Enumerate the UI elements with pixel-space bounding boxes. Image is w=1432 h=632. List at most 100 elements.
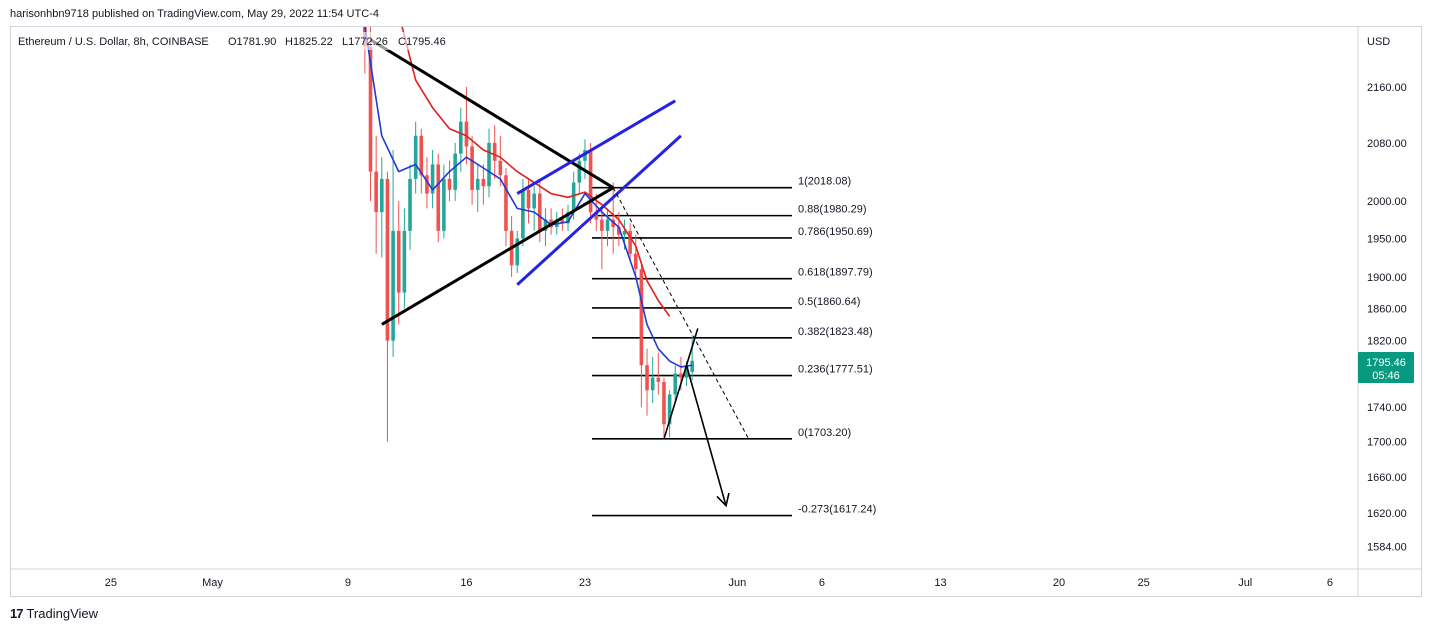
price-tick-label: 1820.00: [1367, 336, 1407, 348]
fib-level-label: -0.273(1617.24): [798, 504, 876, 516]
candle-body: [425, 175, 429, 194]
candle-body: [402, 230, 407, 293]
candle-body: [577, 160, 582, 183]
candle-body: [560, 219, 565, 224]
price-axis[interactable]: 2160.00 2080.00 2000.00 1950.00 1900.00 1860.…: [1367, 82, 1407, 553]
candle-body: [374, 171, 378, 213]
price-tick-label: 2160.00: [1367, 82, 1407, 94]
candle-body: [650, 377, 655, 391]
candle-body: [408, 178, 412, 231]
candle-body: [391, 230, 395, 341]
chart-frame: [10, 26, 1422, 597]
price-tick-label: 2000.00: [1367, 196, 1407, 208]
drawings-layer[interactable]: [369, 38, 750, 508]
currency-label: USD: [1367, 36, 1390, 48]
candle-body: [481, 178, 486, 187]
time-tick-label: Jul: [1238, 577, 1252, 589]
candle-body: [543, 219, 548, 231]
time-tick-label: 25: [105, 577, 117, 589]
projection-dashed-line[interactable]: [612, 187, 750, 440]
bar-countdown: 05:46: [1372, 370, 1400, 382]
fib-level-label: 0.236(1777.51): [798, 364, 873, 376]
candle-body: [447, 178, 452, 190]
candle-body: [470, 146, 474, 190]
time-tick-label: 9: [345, 577, 351, 589]
forecast-path[interactable]: [663, 328, 727, 506]
time-tick-label: 6: [1327, 577, 1333, 589]
price-tick-label: 1584.00: [1367, 541, 1407, 553]
candle-body: [504, 175, 508, 231]
time-tick-label: 23: [579, 577, 591, 589]
candle-body: [368, 46, 373, 172]
candle-body: [684, 365, 689, 378]
tradingview-logo[interactable]: 17 TradingView: [10, 606, 98, 621]
candle-body: [679, 373, 683, 378]
fast-moving-average-line: [364, 27, 693, 368]
candle-body: [690, 360, 694, 372]
legend-open: O1781.90: [228, 36, 276, 48]
candle-body: [498, 160, 503, 176]
triangle-trendline[interactable]: [381, 186, 614, 326]
candle-body: [532, 193, 536, 209]
price-tick-label: 1740.00: [1367, 402, 1407, 414]
time-tick-label: Jun: [728, 577, 746, 589]
fib-level-label: 0.5(1860.64): [798, 296, 860, 308]
candle-body: [396, 230, 401, 293]
candle-body: [487, 142, 491, 187]
candle-body: [656, 377, 661, 382]
time-tick-label: 6: [819, 577, 825, 589]
time-tick-label: 13: [934, 577, 946, 589]
candle-body: [526, 189, 531, 209]
candle-body: [617, 227, 621, 235]
candle-body: [605, 219, 610, 231]
candle-body: [413, 135, 418, 179]
candle-body: [538, 193, 542, 231]
price-tick-label: 1660.00: [1367, 472, 1407, 484]
candles-layer: [363, 27, 694, 442]
candle-body: [639, 269, 644, 366]
time-tick-label: 20: [1053, 577, 1065, 589]
channel-trendline[interactable]: [516, 99, 677, 195]
candle-body: [492, 142, 497, 161]
candle-body: [588, 150, 593, 213]
fib-level-label: 0.618(1897.79): [798, 267, 873, 279]
price-tick-label: 1950.00: [1367, 233, 1407, 245]
candle-body: [622, 230, 627, 235]
candle-body: [633, 253, 638, 270]
candle-body: [453, 153, 457, 190]
candle-body: [600, 219, 604, 231]
tradingview-logo-text: TradingView: [26, 606, 99, 621]
candle-body: [515, 238, 520, 266]
price-tick-label: 1700.00: [1367, 437, 1407, 449]
legend-low: L1772.26: [342, 36, 388, 48]
candle-body: [436, 164, 441, 231]
legend-symbol-name[interactable]: Ethereum / U.S. Dollar, 8h, COINBASE: [18, 36, 209, 48]
legend-high: H1825.22: [285, 36, 333, 48]
candle-body: [419, 135, 424, 176]
time-tick-label: 25: [1138, 577, 1150, 589]
candle-body: [594, 212, 599, 220]
price-tick-label: 1860.00: [1367, 303, 1407, 315]
legend-background: [14, 32, 454, 50]
candle-body: [430, 164, 435, 194]
candle-body: [667, 394, 672, 425]
candle-body: [571, 182, 576, 213]
price-tick-label: 1620.00: [1367, 508, 1407, 520]
candle-body: [566, 212, 570, 224]
candle-body: [628, 230, 632, 254]
time-axis[interactable]: 25 May 9 16 23 Jun 6 13 20 25 Jul 6: [105, 577, 1333, 589]
fib-level-label: 1(2018.08): [798, 176, 851, 188]
candle-body: [673, 373, 678, 395]
channel-trendline[interactable]: [516, 134, 682, 286]
candle-body: [475, 178, 480, 190]
candle-body: [645, 365, 649, 391]
price-tick-label: 1900.00: [1367, 272, 1407, 284]
triangle-trendline[interactable]: [369, 38, 614, 189]
price-tick-label: 2080.00: [1367, 138, 1407, 150]
published-by-header: harisonhbn9718 published on TradingView.…: [10, 8, 379, 20]
fib-level-label: 0.382(1823.48): [798, 326, 873, 338]
last-price-value: 1795.46: [1366, 357, 1406, 369]
fibonacci-retracement[interactable]: 1(2018.08) 0.88(1980.29) 0.786(1950.69) 0.6…: [592, 176, 876, 517]
candle-body: [385, 178, 390, 341]
